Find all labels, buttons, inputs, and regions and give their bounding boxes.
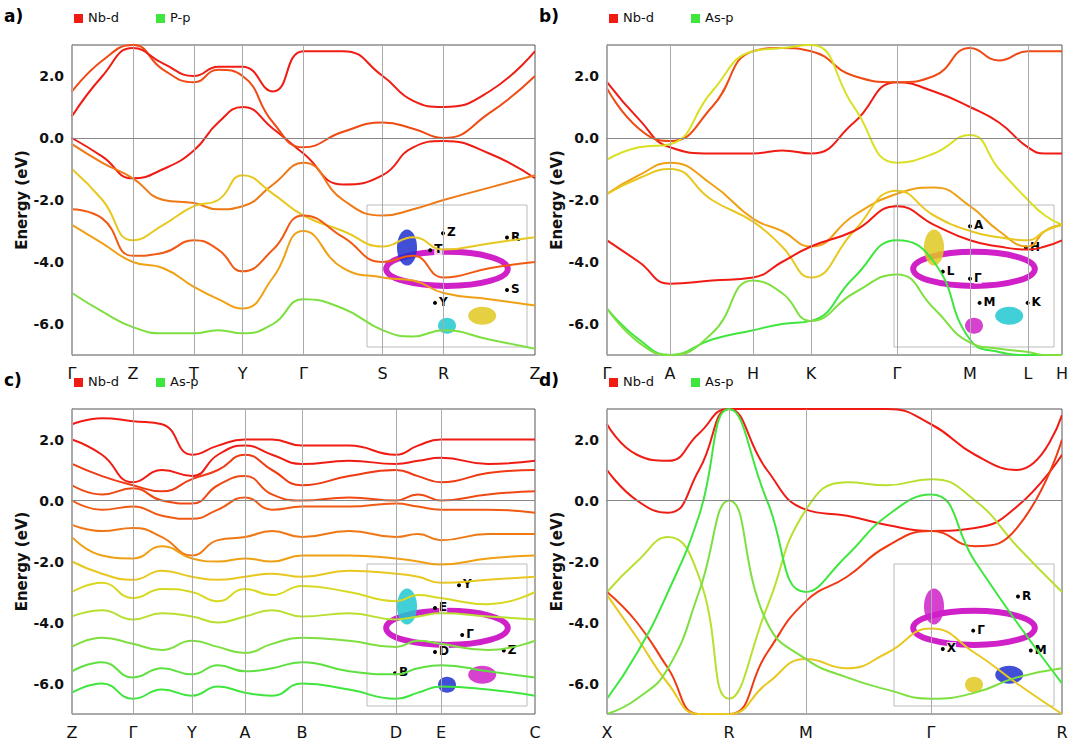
svg-text:Γ: Γ — [893, 364, 902, 383]
svg-text:Energy (eV): Energy (eV) — [13, 150, 31, 250]
svg-text:X: X — [947, 641, 957, 655]
svg-text:R: R — [511, 230, 520, 244]
svg-text:B: B — [297, 723, 308, 742]
svg-text:0.0: 0.0 — [39, 493, 64, 509]
svg-text:Nb-d: Nb-d — [623, 374, 654, 389]
svg-text:-4.0: -4.0 — [568, 254, 599, 270]
svg-text:0.0: 0.0 — [574, 493, 599, 509]
svg-text:Z: Z — [127, 364, 138, 383]
svg-text:Nb-d: Nb-d — [88, 10, 119, 25]
svg-text:b): b) — [539, 6, 559, 26]
svg-text:Nb-d: Nb-d — [623, 10, 654, 25]
svg-text:Γ: Γ — [299, 364, 308, 383]
svg-text:K: K — [806, 364, 817, 383]
svg-text:T: T — [188, 364, 199, 383]
svg-text:Z: Z — [447, 225, 456, 239]
svg-text:Γ: Γ — [977, 623, 985, 637]
svg-text:E: E — [439, 600, 447, 614]
svg-text:H: H — [1030, 239, 1040, 254]
svg-text:-6.0: -6.0 — [568, 676, 599, 692]
svg-text:R: R — [1056, 723, 1067, 742]
svg-text:-6.0: -6.0 — [33, 316, 64, 332]
svg-text:2.0: 2.0 — [574, 68, 599, 84]
svg-text:0.0: 0.0 — [574, 130, 599, 146]
svg-text:Γ: Γ — [129, 723, 138, 742]
svg-text:H: H — [747, 364, 759, 383]
svg-text:A: A — [974, 218, 984, 232]
svg-text:H: H — [1056, 364, 1068, 383]
svg-text:-6.0: -6.0 — [33, 676, 64, 692]
svg-text:2.0: 2.0 — [39, 68, 64, 84]
svg-text:Energy (eV): Energy (eV) — [548, 150, 566, 250]
svg-text:E: E — [436, 723, 446, 742]
svg-text:-6.0: -6.0 — [568, 316, 599, 332]
svg-text:a): a) — [4, 6, 23, 26]
svg-text:Γ: Γ — [927, 723, 936, 742]
svg-text:S: S — [511, 282, 520, 296]
svg-text:c): c) — [4, 370, 22, 390]
svg-text:L: L — [1024, 364, 1033, 383]
svg-text:Nb-d: Nb-d — [88, 374, 119, 389]
svg-text:Z: Z — [508, 643, 517, 657]
svg-text:As-p: As-p — [705, 10, 734, 25]
svg-text:Γ: Γ — [974, 271, 982, 285]
svg-text:-4.0: -4.0 — [568, 615, 599, 631]
svg-text:Y: Y — [462, 577, 472, 591]
svg-text:S: S — [378, 364, 388, 383]
svg-text:As-p: As-p — [170, 374, 199, 389]
svg-text:2.0: 2.0 — [574, 432, 599, 448]
svg-text:-2.0: -2.0 — [33, 554, 64, 570]
svg-text:Γ: Γ — [68, 364, 77, 383]
svg-text:B: B — [399, 665, 409, 680]
svg-text:M: M — [799, 723, 813, 742]
svg-text:Y: Y — [439, 294, 448, 309]
svg-text:K: K — [1032, 295, 1042, 309]
svg-text:R: R — [1022, 589, 1031, 603]
svg-text:R: R — [438, 364, 449, 383]
svg-text:-4.0: -4.0 — [33, 615, 64, 631]
svg-text:Γ: Γ — [466, 627, 474, 641]
svg-text:-2.0: -2.0 — [568, 192, 599, 208]
svg-text:Z: Z — [67, 723, 78, 742]
svg-text:-4.0: -4.0 — [33, 254, 64, 270]
svg-text:D: D — [439, 644, 449, 658]
svg-text:Energy (eV): Energy (eV) — [13, 512, 31, 612]
svg-text:2.0: 2.0 — [39, 432, 64, 448]
svg-text:0.0: 0.0 — [39, 130, 64, 146]
svg-text:As-p: As-p — [705, 374, 734, 389]
svg-text:X: X — [602, 723, 613, 742]
svg-text:M: M — [984, 295, 996, 309]
svg-text:T: T — [434, 242, 443, 257]
svg-text:-2.0: -2.0 — [568, 554, 599, 570]
svg-text:Y: Y — [186, 723, 197, 742]
svg-text:-2.0: -2.0 — [33, 192, 64, 208]
svg-text:M: M — [963, 364, 977, 383]
svg-text:Energy (eV): Energy (eV) — [548, 512, 566, 612]
svg-text:Γ: Γ — [603, 364, 612, 383]
svg-text:R: R — [723, 723, 734, 742]
svg-text:L: L — [947, 264, 955, 278]
svg-text:P-p: P-p — [170, 10, 191, 25]
svg-text:d): d) — [539, 370, 559, 390]
svg-text:C: C — [529, 723, 540, 742]
svg-text:Z: Z — [530, 364, 541, 383]
svg-text:D: D — [390, 723, 402, 742]
svg-text:M: M — [1034, 642, 1047, 657]
svg-text:Y: Y — [237, 364, 248, 383]
svg-text:A: A — [240, 723, 251, 742]
svg-text:A: A — [665, 364, 676, 383]
